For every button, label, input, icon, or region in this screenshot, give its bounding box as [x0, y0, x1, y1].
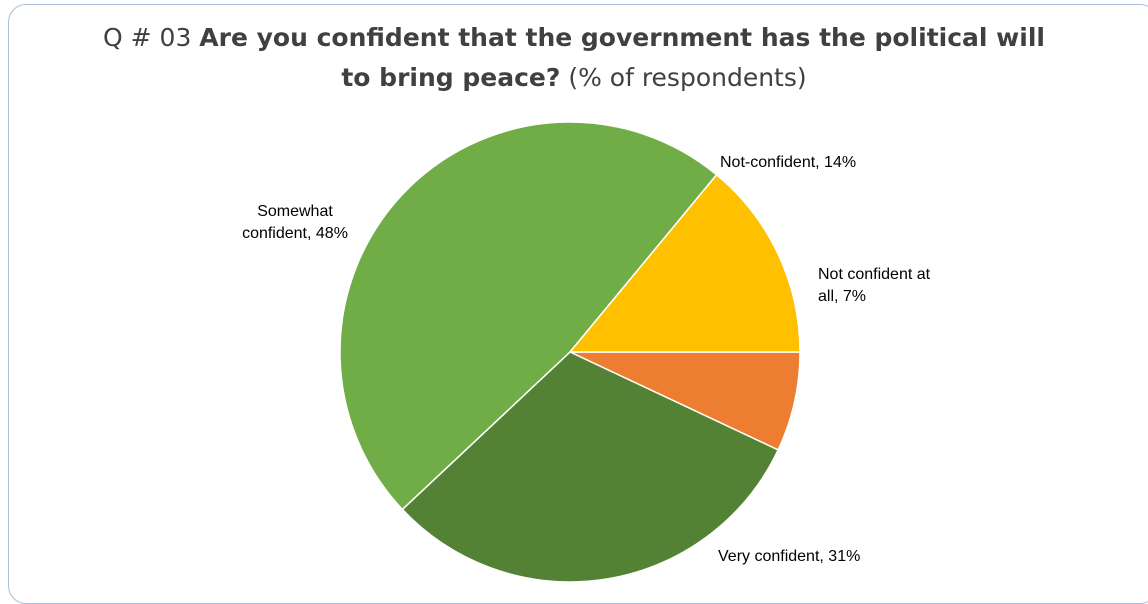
title-line-1: Q # 03 Are you confident that the govern…	[0, 18, 1148, 58]
data-label-line: Very confident, 31%	[718, 548, 860, 565]
pie-slice-very-confident	[401, 351, 780, 583]
data-label-not-confident: Not-confident, 14%	[720, 154, 856, 171]
title-question-part-2: to bring peace?	[341, 63, 561, 92]
pie-slice-not-confident	[568, 173, 801, 353]
data-label-somewhat-confident: Somewhat confident, 48%	[242, 203, 348, 242]
pie-slice-not-confident-at-all	[569, 351, 801, 451]
data-label-line: confident, 48%	[242, 225, 348, 242]
chart-title: Q # 03 Are you confident that the govern…	[0, 18, 1148, 98]
data-label-line: Not-confident, 14%	[720, 154, 856, 171]
title-line-2: to bring peace? (% of respondents)	[0, 58, 1148, 98]
title-question-part-1: Are you confident that the government ha…	[199, 23, 1045, 52]
pie-chart: Not confident at all, 7% Very confident, 3…	[242, 121, 931, 583]
data-label-line: all, 7%	[818, 288, 866, 305]
data-label-line: Somewhat	[257, 203, 333, 220]
data-label-line: Not confident at	[818, 266, 931, 283]
title-prefix: Q # 03	[103, 23, 200, 52]
data-label-very-confident: Very confident, 31%	[718, 548, 860, 565]
title-suffix: (% of respondents)	[560, 63, 807, 92]
pie-slice-somewhat-confident	[339, 121, 718, 511]
data-label-not-confident-at-all: Not confident at all, 7%	[818, 266, 931, 305]
